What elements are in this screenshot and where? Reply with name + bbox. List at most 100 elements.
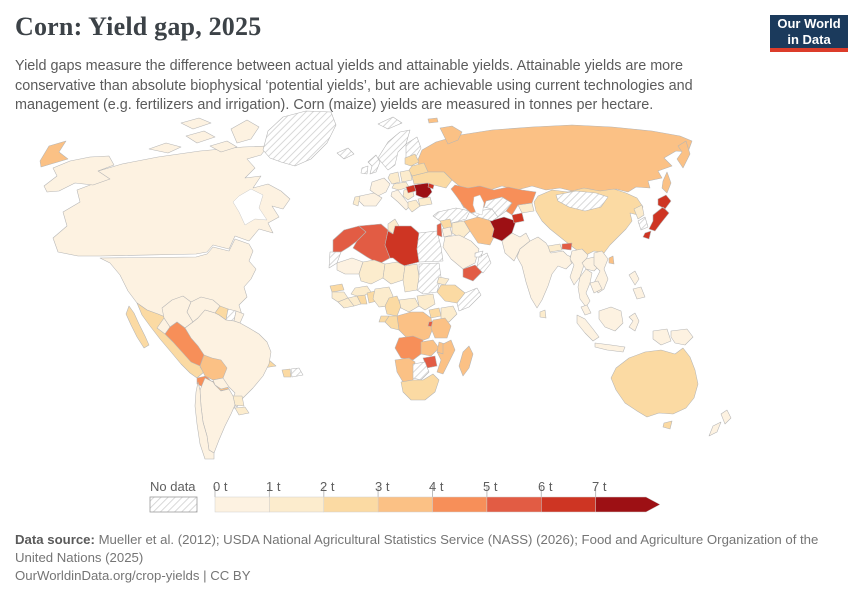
country-italy[interactable]: [390, 189, 411, 211]
country-tajikistan[interactable]: [511, 212, 525, 224]
country-india[interactable]: [516, 236, 573, 309]
country-usa-alaska[interactable]: [43, 155, 115, 193]
legend-tick-label-4: 4 t: [429, 479, 444, 494]
country-libya[interactable]: [384, 225, 420, 267]
country-taiwan[interactable]: [608, 255, 615, 265]
legend-tick-label-1: 1 t: [266, 479, 281, 494]
country-dominican-republic[interactable]: [290, 367, 304, 378]
country-greece[interactable]: [407, 199, 421, 213]
country-saudi-arabia[interactable]: [442, 234, 480, 270]
country-papua-new-guinea[interactable]: [670, 328, 694, 346]
country-bulgaria[interactable]: [417, 196, 433, 207]
country-russia-kamchatka[interactable]: [676, 140, 691, 169]
country-haiti[interactable]: [281, 368, 292, 378]
country-indonesia[interactable]: [576, 306, 672, 353]
country-svalbard[interactable]: [377, 116, 403, 130]
country-finland[interactable]: [405, 136, 422, 161]
country-ireland[interactable]: [360, 165, 369, 175]
legend-segment-7-plus-arrow[interactable]: [595, 496, 661, 513]
country-russia-chukotka[interactable]: [39, 140, 69, 168]
country-sudan[interactable]: [416, 262, 442, 295]
country-peru[interactable]: [164, 321, 205, 367]
legend-tick-label-0: 0 t: [213, 479, 228, 494]
country-poland[interactable]: [399, 169, 413, 183]
legend-segment-1-2[interactable]: [269, 496, 325, 513]
country-iceland[interactable]: [336, 147, 355, 160]
country-greenland[interactable]: [262, 110, 337, 167]
legend-segment-5-6[interactable]: [486, 496, 542, 513]
chart-subtitle: Yield gaps measure the difference betwee…: [15, 58, 693, 114]
country-france[interactable]: [369, 177, 391, 197]
country-new-zealand[interactable]: [708, 409, 732, 437]
country-kazakhstan[interactable]: [450, 184, 537, 216]
country-mali[interactable]: [358, 259, 386, 285]
country-south-korea[interactable]: [637, 216, 649, 231]
country-baltics[interactable]: [404, 153, 420, 167]
legend-tick-label-7: 7 t: [592, 479, 607, 494]
country-burkina-faso[interactable]: [350, 285, 372, 297]
legend-no-data-swatch[interactable]: [149, 496, 198, 513]
country-madagascar[interactable]: [458, 345, 474, 377]
legend-segment-3-4[interactable]: [377, 496, 433, 513]
country-norway-sweden[interactable]: [377, 129, 411, 171]
country-senegal[interactable]: [329, 283, 345, 293]
country-somalia[interactable]: [456, 287, 482, 312]
country-jordan[interactable]: [441, 226, 453, 238]
country-chile[interactable]: [194, 381, 215, 460]
country-australia[interactable]: [610, 347, 699, 430]
country-uganda[interactable]: [428, 307, 442, 319]
country-ukraine[interactable]: [411, 171, 453, 189]
country-botswana[interactable]: [412, 361, 430, 381]
attribution-link[interactable]: OurWorldinData.org/crop-yields | CC BY: [15, 568, 251, 583]
country-panama[interactable]: [234, 406, 250, 416]
country-germany[interactable]: [387, 171, 401, 185]
country-czechia-austria[interactable]: [391, 181, 410, 191]
country-chad[interactable]: [402, 263, 420, 293]
owid-logo[interactable]: Our World in Data: [770, 15, 848, 52]
country-philippines[interactable]: [628, 270, 646, 300]
country-south-sudan[interactable]: [416, 293, 436, 311]
country-russia-sakhalin[interactable]: [661, 171, 672, 194]
country-angola[interactable]: [394, 335, 424, 361]
legend-tick-label-2: 2 t: [320, 479, 335, 494]
country-portugal[interactable]: [352, 195, 361, 207]
country-south-africa[interactable]: [400, 373, 440, 401]
country-niger[interactable]: [382, 261, 406, 285]
country-namibia[interactable]: [394, 357, 416, 383]
legend-segment-2-3[interactable]: [323, 496, 379, 513]
country-mozambique[interactable]: [436, 339, 456, 375]
country-bhutan[interactable]: [561, 242, 573, 251]
country-french-guiana[interactable]: [233, 310, 245, 324]
country-drc[interactable]: [396, 311, 434, 343]
country-oman[interactable]: [476, 252, 492, 274]
data-source-text: Mueller et al. (2012); USDA National Agr…: [15, 532, 819, 565]
legend-segment-6-7[interactable]: [541, 496, 596, 513]
country-canada-arctic-islands[interactable]: [148, 117, 260, 154]
country-tanzania[interactable]: [430, 317, 452, 339]
country-mauritania[interactable]: [336, 257, 364, 275]
country-china[interactable]: [533, 187, 644, 256]
legend-segment-0-1[interactable]: [214, 496, 270, 513]
country-united-kingdom[interactable]: [367, 154, 381, 175]
country-gabon[interactable]: [378, 315, 390, 323]
country-bolivia[interactable]: [199, 354, 228, 381]
country-turkey[interactable]: [432, 207, 471, 224]
country-sri-lanka[interactable]: [539, 309, 547, 319]
country-russia-novaya-zemlya[interactable]: [427, 117, 463, 145]
country-mongolia[interactable]: [555, 190, 609, 212]
country-nepal[interactable]: [547, 243, 563, 253]
legend-segment-4-5[interactable]: [432, 496, 488, 513]
country-belarus[interactable]: [408, 162, 429, 177]
country-japan[interactable]: [642, 194, 672, 240]
country-lebanon-israel[interactable]: [436, 222, 443, 238]
country-yemen[interactable]: [462, 264, 484, 282]
country-cambodia[interactable]: [589, 280, 603, 294]
country-iraq[interactable]: [451, 220, 471, 240]
country-malaysia[interactable]: [580, 304, 592, 316]
country-zambia[interactable]: [420, 339, 440, 357]
country-myanmar[interactable]: [569, 248, 589, 286]
country-central-african-republic[interactable]: [398, 297, 420, 313]
country-north-korea[interactable]: [633, 204, 645, 220]
country-thailand[interactable]: [577, 268, 593, 308]
country-united-arab-emirates[interactable]: [474, 250, 484, 258]
